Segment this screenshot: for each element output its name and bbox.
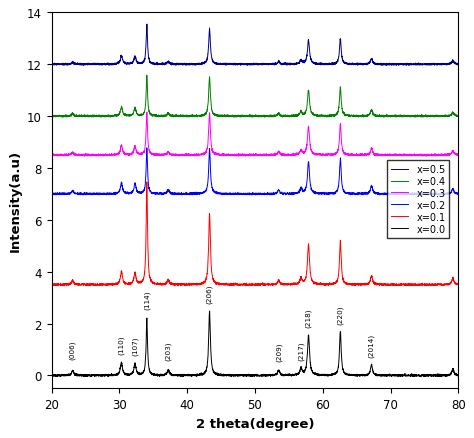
x=0.4	[59, 115, 65, 120]
x=0.1	[220, 282, 226, 287]
Text: (110): (110)	[118, 335, 125, 354]
x=0.0	[423, 373, 428, 378]
x=0.1	[345, 281, 350, 286]
x=0.0	[456, 373, 461, 378]
x=0.2	[456, 191, 461, 197]
x=0.5	[456, 62, 461, 67]
Text: (107): (107)	[132, 336, 138, 355]
x=0.3	[220, 153, 226, 158]
Text: (220): (220)	[337, 304, 344, 324]
Text: (217): (217)	[298, 341, 304, 360]
X-axis label: 2 theta(degree): 2 theta(degree)	[196, 417, 314, 430]
x=0.5	[423, 62, 428, 67]
x=0.5	[443, 62, 449, 67]
Text: (203): (203)	[165, 341, 172, 360]
Legend: x=0.5, x=0.4, x=0.3, x=0.2, x=0.1, x=0.0: x=0.5, x=0.4, x=0.3, x=0.2, x=0.1, x=0.0	[387, 161, 449, 238]
x=0.3	[223, 152, 229, 158]
Text: (2014): (2014)	[368, 333, 375, 357]
x=0.2	[443, 193, 449, 198]
x=0.3	[65, 154, 71, 159]
Line: x=0.2: x=0.2	[52, 148, 458, 195]
x=0.0	[207, 309, 212, 314]
x=0.4	[223, 113, 229, 119]
x=0.4	[220, 113, 226, 119]
x=0.3	[443, 153, 449, 159]
x=0.1	[443, 282, 449, 287]
x=0.5	[345, 61, 350, 67]
x=0.4	[144, 74, 150, 79]
x=0.4	[443, 114, 449, 120]
x=0.2	[51, 193, 57, 198]
x=0.1	[423, 282, 428, 287]
x=0.1	[456, 282, 461, 287]
x=0.5	[220, 62, 226, 67]
x=0.3	[423, 154, 428, 159]
x=0.1	[144, 180, 150, 185]
x=0.2	[345, 191, 350, 197]
x=0.0	[242, 372, 248, 378]
x=0.3	[144, 110, 150, 115]
Line: x=0.3: x=0.3	[52, 113, 458, 156]
x=0.5	[49, 62, 55, 67]
x=0.3	[456, 153, 461, 158]
x=0.0	[220, 372, 226, 377]
x=0.3	[345, 152, 350, 157]
x=0.1	[49, 282, 55, 287]
x=0.3	[242, 152, 248, 158]
x=0.4	[456, 114, 461, 119]
x=0.5	[60, 64, 66, 69]
x=0.5	[242, 63, 248, 68]
Line: x=0.1: x=0.1	[52, 183, 458, 286]
x=0.1	[223, 282, 229, 287]
x=0.2	[423, 192, 428, 197]
x=0.5	[144, 22, 150, 28]
x=0.0	[443, 373, 449, 378]
x=0.0	[345, 372, 350, 377]
x=0.5	[223, 62, 229, 67]
Y-axis label: Intensity(a.u): Intensity(a.u)	[9, 150, 21, 252]
Text: (206): (206)	[206, 284, 213, 303]
Line: x=0.0: x=0.0	[52, 311, 458, 377]
x=0.2	[223, 192, 229, 197]
Line: x=0.4: x=0.4	[52, 76, 458, 118]
x=0.1	[49, 283, 55, 289]
Text: (006): (006)	[69, 340, 76, 359]
x=0.4	[242, 114, 248, 119]
x=0.4	[345, 113, 350, 118]
x=0.1	[242, 282, 248, 287]
x=0.0	[52, 374, 58, 379]
Text: (114): (114)	[144, 290, 150, 310]
Line: x=0.5: x=0.5	[52, 25, 458, 66]
x=0.2	[242, 192, 248, 197]
x=0.4	[49, 114, 55, 120]
x=0.0	[49, 372, 55, 377]
x=0.2	[144, 146, 150, 151]
x=0.4	[423, 115, 428, 120]
Text: (209): (209)	[275, 342, 282, 361]
x=0.2	[220, 191, 226, 197]
x=0.0	[223, 373, 229, 378]
x=0.3	[49, 154, 55, 159]
Text: (218): (218)	[305, 308, 312, 328]
x=0.2	[49, 192, 55, 197]
